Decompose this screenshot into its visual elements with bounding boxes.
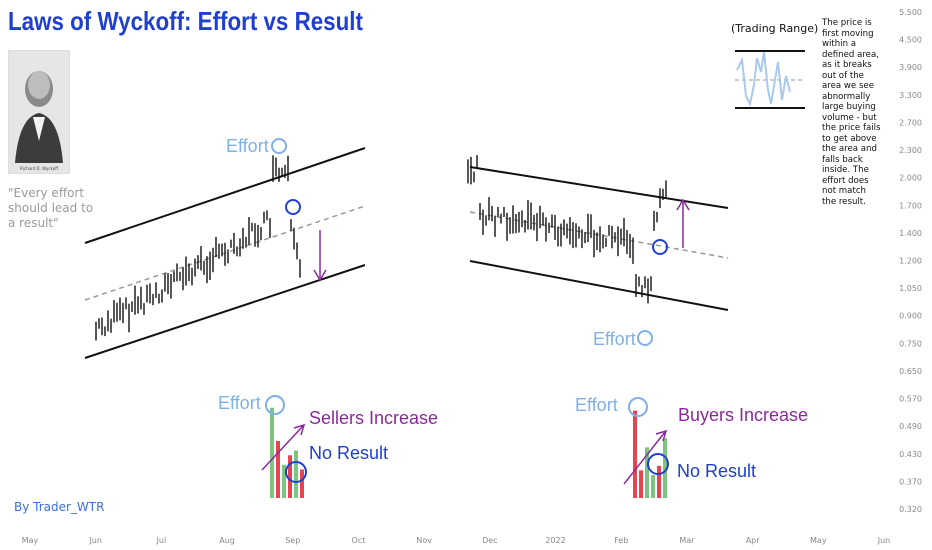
x-tick-label: Jun: [877, 536, 891, 545]
volume-bar: [639, 470, 643, 498]
description-text: The price is first moving within a defin…: [822, 18, 881, 207]
right-effort-volume-label: Effort: [575, 395, 618, 415]
volume-bar: [633, 410, 637, 498]
buyers-increase-label: Buyers Increase: [678, 405, 808, 425]
y-tick-label: 2.700: [899, 118, 922, 127]
volume-bar: [288, 455, 292, 498]
right-volume-bars: [633, 410, 667, 498]
x-tick-label: May: [22, 536, 39, 545]
quote-text: "Every effort should lead to a result": [8, 186, 94, 230]
x-tick-label: Oct: [352, 536, 366, 545]
left-test-circle: [285, 199, 301, 215]
left-no-result-label: No Result: [309, 443, 388, 463]
volume-bar: [651, 475, 655, 498]
left-volume-effort-circle: [265, 395, 285, 415]
y-tick-label: 0.320: [899, 505, 922, 514]
y-tick-label: 4.500: [899, 36, 922, 45]
sellers-increase-label: Sellers Increase: [309, 408, 438, 428]
right-channel-mid: [469, 211, 729, 259]
volume-bar: [282, 464, 286, 498]
y-tick-label: 3.300: [899, 91, 922, 100]
volume-bar: [657, 465, 661, 498]
page-title: Laws of Wyckoff: Effort vs Result: [8, 6, 363, 36]
volume-bar: [663, 438, 667, 498]
volume-bar: [294, 450, 298, 498]
right-candles: [467, 155, 667, 304]
y-tick-label: 0.490: [899, 422, 922, 431]
volume-bar: [300, 469, 304, 498]
y-tick-label: 0.370: [899, 477, 922, 486]
left-channel-upper: [84, 147, 366, 244]
y-tick-label: 1.050: [899, 284, 922, 293]
y-tick-label: 0.570: [899, 395, 922, 404]
y-tick-label: 0.650: [899, 367, 922, 376]
byline: By Trader_WTR: [14, 500, 105, 514]
volume-bar: [270, 407, 274, 498]
trading-range-label: (Trading Range): [731, 22, 819, 35]
y-tick-label: 1.700: [899, 201, 922, 210]
y-tick-label: 2.300: [899, 146, 922, 155]
y-tick-label: 0.900: [899, 312, 922, 321]
right-volume-noresult-circle: [647, 453, 669, 475]
x-tick-label: Dec: [482, 536, 497, 545]
x-tick-label: May: [810, 536, 827, 545]
wyckoff-portrait: Richard D. Wyckoff: [8, 50, 70, 174]
portrait-caption: Richard D. Wyckoff: [20, 166, 58, 171]
left-effort-top-circle: [271, 138, 287, 154]
left-volume-bars: [270, 407, 304, 498]
x-tick-label: Mar: [679, 536, 695, 545]
x-tick-label: Jun: [88, 536, 102, 545]
x-tick-label: Apr: [746, 536, 761, 545]
right-effort-bottom-circle: [637, 330, 653, 346]
left-effort-top-label: Effort: [226, 136, 269, 156]
right-channel-lower: [469, 260, 729, 311]
right-test-circle: [652, 239, 668, 255]
left-candles: [95, 155, 301, 341]
volume-bar: [645, 447, 649, 498]
y-tick-label: 0.430: [899, 450, 922, 459]
left-sellers-arrow: [261, 425, 304, 471]
portrait-figure: Richard D. Wyckoff: [9, 51, 69, 173]
right-channel-upper: [469, 166, 729, 209]
x-tick-label: Feb: [614, 536, 628, 545]
right-buyers-arrow: [623, 431, 666, 485]
x-tick-label: Jul: [156, 536, 167, 545]
y-tick-label: 3.900: [899, 63, 922, 72]
price-axis: 5.500 4.500 3.900 3.300 2.700 2.300 2.000 1.700…: [899, 8, 922, 514]
left-volume-noresult-circle: [285, 461, 307, 483]
right-volume-effort-circle: [628, 397, 648, 417]
left-effort-volume-label: Effort: [218, 393, 261, 413]
x-tick-label: 2022: [545, 536, 565, 545]
volume-bar: [276, 441, 280, 498]
right-no-result-label: No Result: [677, 461, 756, 481]
y-tick-label: 2.000: [899, 174, 922, 183]
y-tick-label: 1.200: [899, 257, 922, 266]
right-effort-bottom-label: Effort: [593, 329, 636, 349]
x-tick-label: Aug: [219, 536, 235, 545]
y-tick-label: 5.500: [899, 8, 922, 17]
y-tick-label: 0.750: [899, 339, 922, 348]
x-tick-label: Nov: [416, 536, 432, 545]
time-axis: May Jun Jul Aug Sep Oct Nov Dec 2022 Feb Mar Apr May…: [22, 536, 891, 545]
x-tick-label: Sep: [285, 536, 300, 545]
trading-range-diagram: [735, 50, 805, 109]
y-tick-label: 1.400: [899, 229, 922, 238]
left-channel-lower: [84, 264, 366, 359]
